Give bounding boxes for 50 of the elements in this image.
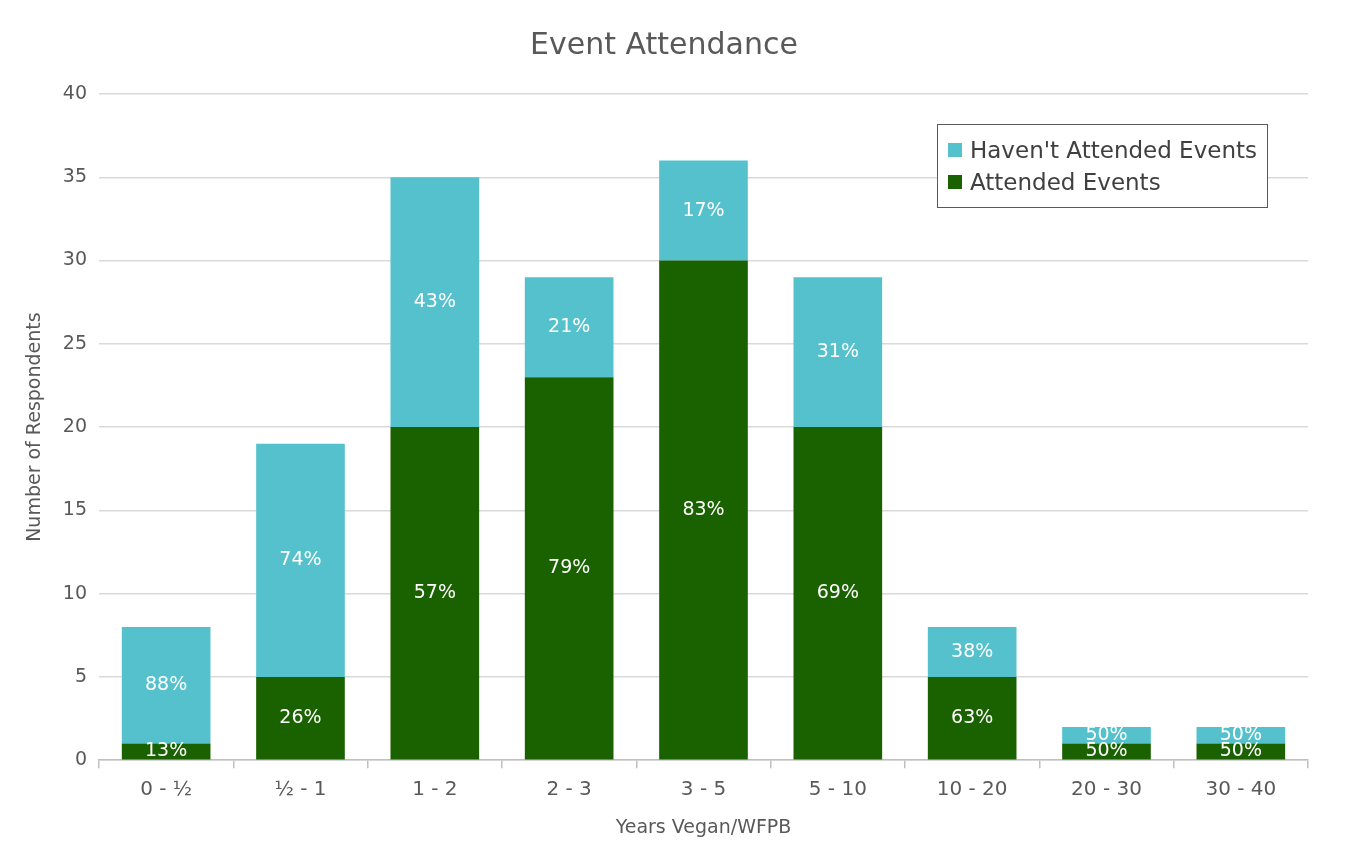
annotation: 83%: [682, 496, 725, 519]
bar: [659, 160, 748, 261]
bar: [927, 626, 1017, 677]
annotation: 17%: [682, 197, 725, 220]
bar: [390, 427, 480, 760]
bar: [793, 277, 883, 428]
y-tick-label: 0: [74, 747, 87, 770]
bar: [524, 377, 614, 760]
x-axis-title: Years Vegan/WFPB: [614, 814, 792, 837]
bar: [256, 443, 345, 677]
annotation: 13%: [145, 738, 188, 761]
legend-label: Haven't Attended Events: [969, 137, 1257, 163]
x-tick-label: 1 - 2: [412, 776, 458, 801]
x-tick-label: 10 - 20: [936, 776, 1008, 801]
x-tick-label: ½ - 1: [274, 776, 327, 801]
bar: [121, 626, 211, 744]
annotation: 26%: [279, 705, 322, 728]
bar: [390, 177, 480, 428]
annotation: 69%: [816, 580, 859, 603]
bar: [659, 260, 748, 760]
bar: [524, 277, 614, 378]
annotation: 43%: [413, 289, 456, 312]
x-tick-label: 2 - 3: [546, 776, 592, 801]
annotation: 31%: [816, 339, 859, 362]
chart-title: Event Attendance: [530, 25, 798, 61]
x-tick-label: 5 - 10: [808, 776, 867, 801]
y-tick-label: 25: [62, 330, 87, 353]
annotation: 57%: [413, 580, 456, 603]
annotation: 63%: [951, 705, 994, 728]
y-tick-label: 30: [62, 247, 87, 270]
y-axis-title: Number of Respondents: [22, 312, 45, 542]
bar: [793, 427, 883, 760]
annotation: 38%: [951, 638, 994, 661]
annotation: 21%: [548, 314, 591, 337]
legend-label: Attended Events: [969, 169, 1161, 195]
x-tick-label: 3 - 5: [680, 776, 727, 801]
annotation: 79%: [548, 555, 591, 578]
y-tick-label: 5: [74, 663, 87, 686]
y-tick-label: 15: [62, 497, 87, 520]
bar: [927, 676, 1017, 760]
x-tick-label: 0 - ½: [140, 776, 193, 801]
y-tick-label: 10: [62, 580, 87, 603]
annotation: 88%: [145, 672, 188, 695]
x-tick-label: 20 - 30: [1071, 776, 1142, 801]
x-tick-label: 30 - 40: [1205, 776, 1277, 801]
y-tick-label: 40: [62, 80, 87, 103]
y-tick-label: 20: [62, 414, 87, 437]
annotation: 74%: [279, 547, 322, 570]
y-tick-label: 35: [62, 164, 87, 187]
bar: [256, 676, 345, 760]
